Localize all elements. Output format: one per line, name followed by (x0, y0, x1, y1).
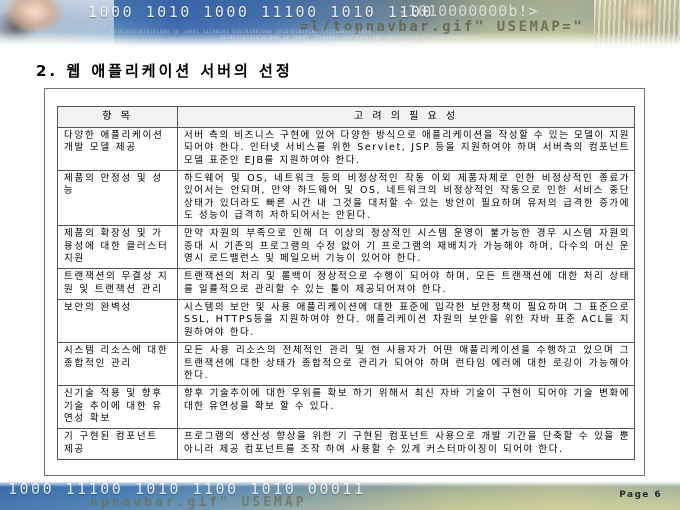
row-description: 향후 기술추이에 대한 우위를 확보 하기 위해서 최신 자바 기술이 구현이 … (177, 385, 635, 430)
row-description: 서버 측의 비즈니스 구현에 있어 다양한 방식으로 애플리케이션을 작성할 수… (177, 126, 635, 172)
table-row: 다양한 애플리케이션 개발 모델 제공 서버 측의 비즈니스 구현에 있어 다양… (57, 126, 635, 172)
page-title: 2. 웹 애플리케이션 서버의 선정 (36, 62, 293, 80)
row-item-label: 신기술 적용 및 향후 기술 추이에 대한 유연성 확보 (57, 385, 178, 430)
row-item-label: 트랜잭션의 무결성 지원 및 트랜잭션 관리 (57, 268, 178, 301)
banner-code-text-1: -1010000000b!> (398, 2, 539, 20)
banner-code-text-2: =l/topnavbar.gif" USEMAP=" (300, 19, 585, 35)
row-item-label: 제품의 안정성 및 성능 (57, 170, 178, 227)
page-number: Page 6 (619, 490, 662, 500)
row-item-label: 다양한 애플리케이션 개발 모델 제공 (57, 126, 178, 172)
table-row: 제품의 확장성 및 가용성에 대한 클러스터 지원 만약 자원의 부족으로 인해… (57, 225, 635, 270)
row-item-label: 시스템 리소스에 대한 종합적인 관리 (57, 342, 178, 387)
row-description: 프로그램의 생산성 향상을 위한 기 구현된 컴포넌트 사용으로 개발 기간을 … (177, 428, 635, 460)
banner-fade-overlay (0, 32, 680, 48)
table-row: 신기술 적용 및 향후 기술 추이에 대한 유연성 확보 향후 기술추이에 대한… (57, 385, 635, 430)
bottom-banner: 1000 11100 1010 1100 1010 00011 npnavbar… (0, 482, 680, 510)
column-header-item: 항 목 (57, 106, 178, 128)
row-item-label: 제품의 확장성 및 가용성에 대한 클러스터 지원 (57, 225, 178, 270)
row-item-label: 보안의 완벽성 (57, 299, 178, 344)
consideration-table: 항 목 고 려 의 필 요 성 다양한 애플리케이션 개발 모델 제공 서버 측… (57, 106, 635, 460)
table-row: 제품의 안정성 및 성능 하드웨어 및 OS, 네트워크 등의 비정상적인 작동… (57, 170, 635, 227)
table-row: 보안의 완벽성 시스템의 보안 및 사용 애플리케이션에 대한 표준에 입각한 … (57, 299, 635, 344)
row-description: 모든 사용 리소스의 전체적인 관리 및 현 사용자가 어떤 애플리케이션을 수… (177, 342, 635, 387)
table-row: 기 구현된 컴포넌트 제공 프로그램의 생산성 향상을 위한 기 구현된 컴포넌… (57, 428, 635, 460)
column-header-description: 고 려 의 필 요 성 (177, 106, 635, 128)
footer-fade-overlay (0, 482, 680, 487)
row-description: 하드웨어 및 OS, 네트워크 등의 비정상적인 작동 이외 제품자체로 인한 … (177, 170, 635, 227)
table-row: 트랜잭션의 무결성 지원 및 트랜잭션 관리 트랜잭션의 처리 및 롤백이 정상… (57, 268, 635, 301)
top-banner: 1000 1010 1000 11100 1010 1100 -10100000… (0, 0, 680, 48)
table-header-row: 항 목 고 려 의 필 요 성 (57, 106, 635, 128)
row-description: 만약 자원의 부족으로 인해 더 이상의 정상적인 시스템 운영이 불가능한 경… (177, 225, 635, 270)
row-item-label: 기 구현된 컴포넌트 제공 (57, 428, 178, 460)
table-row: 시스템 리소스에 대한 종합적인 관리 모든 사용 리소스의 전체적인 관리 및… (57, 342, 635, 387)
row-description: 트랜잭션의 처리 및 롤백이 정상적으로 수행이 되어야 하며, 모든 트랜잭션… (177, 268, 635, 301)
table-body: 다양한 애플리케이션 개발 모델 제공 서버 측의 비즈니스 구현에 있어 다양… (57, 126, 635, 460)
footer-code-text: npnavbar.gif" USEMAP (90, 495, 307, 510)
banner-binary-text: 1000 1010 1000 11100 1010 1100 (88, 3, 434, 21)
row-description: 시스템의 보안 및 사용 애플리케이션에 대한 표준에 입각한 보안정책이 필요… (177, 299, 635, 344)
